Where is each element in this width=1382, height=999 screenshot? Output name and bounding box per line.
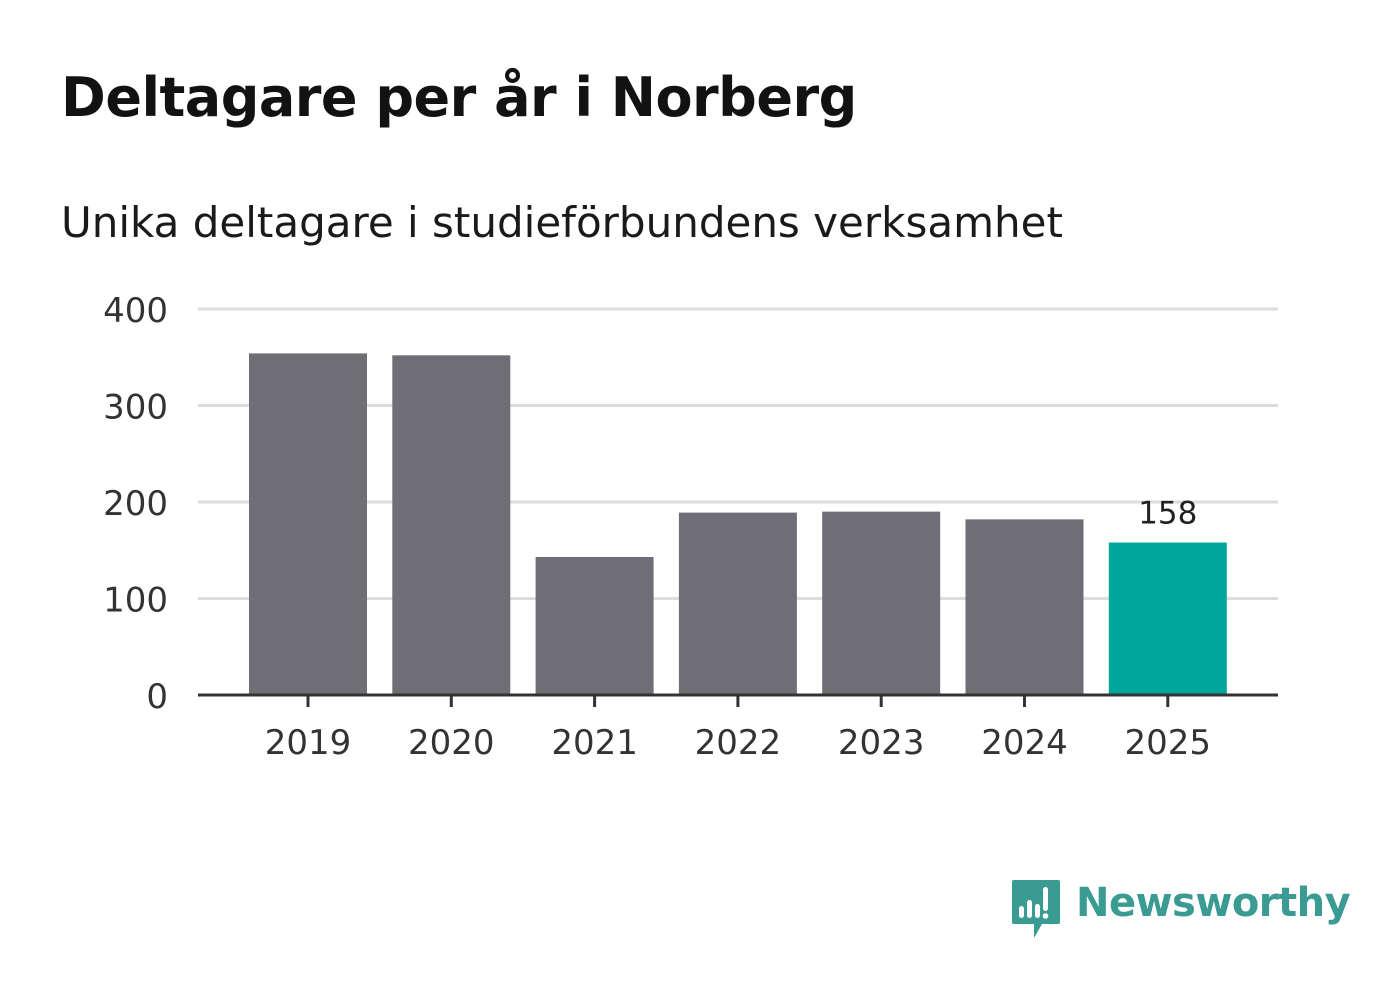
y-axis-ticks: 0 100 200 300 400 bbox=[103, 291, 168, 717]
x-tick-label: 2023 bbox=[838, 723, 925, 763]
chart-title: Deltagare per år i Norberg bbox=[61, 66, 857, 129]
x-tick-label: 2025 bbox=[1125, 723, 1212, 763]
data-label: 158 bbox=[1138, 496, 1197, 532]
y-tick-label: 300 bbox=[103, 388, 168, 428]
x-tick-label: 2022 bbox=[695, 723, 782, 763]
x-tick-label: 2019 bbox=[265, 723, 352, 763]
x-tick-label: 2021 bbox=[551, 723, 638, 763]
y-tick-label: 200 bbox=[103, 484, 168, 524]
bars bbox=[249, 353, 1227, 695]
y-tick-label: 0 bbox=[146, 677, 168, 717]
newsworthy-logo-icon bbox=[1012, 880, 1060, 938]
y-tick-label: 400 bbox=[103, 291, 168, 331]
data-labels: 158 bbox=[1138, 496, 1197, 532]
bar-2020 bbox=[392, 355, 511, 695]
bar-2021 bbox=[535, 557, 654, 695]
bar-2025 bbox=[1108, 542, 1227, 695]
bar-2022 bbox=[678, 512, 797, 695]
brand-name: Newsworthy bbox=[1076, 880, 1351, 926]
chart-subtitle: Unika deltagare i studieförbundens verks… bbox=[61, 198, 1063, 247]
bar-2023 bbox=[822, 511, 941, 695]
y-tick-label: 100 bbox=[103, 581, 168, 621]
x-tick-label: 2020 bbox=[408, 723, 495, 763]
bar-2019 bbox=[249, 353, 367, 695]
x-axis-ticks: 2019 2020 2021 2022 2023 2024 2025 bbox=[265, 695, 1211, 763]
brand-logo: Newsworthy bbox=[1010, 878, 1351, 940]
x-tick-label: 2024 bbox=[981, 723, 1068, 763]
bar-2024 bbox=[965, 519, 1084, 695]
